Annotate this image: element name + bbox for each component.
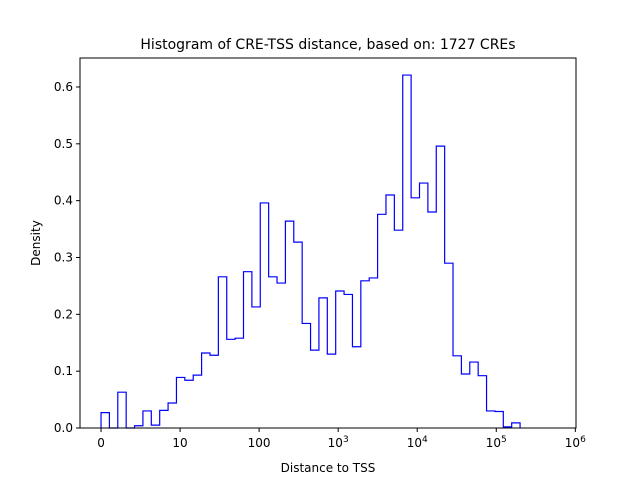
y-tick-label: 0.5 (54, 137, 73, 151)
y-tick-label: 0.4 (54, 194, 73, 208)
y-tick-label: 0.6 (54, 80, 73, 94)
histogram-step-line (100, 74, 521, 429)
x-tick-label: 104 (407, 435, 428, 450)
x-axis-label: Distance to TSS (281, 461, 376, 475)
axis-ticks: 0 10 100 103 104 105 106 0.0 0.1 0.2 0.3 0.4 0.5 0.6 (54, 80, 586, 450)
x-tick-label: 100 (248, 436, 271, 450)
x-tick-label: 0 (97, 436, 105, 450)
y-tick-label: 0.1 (54, 364, 73, 378)
y-tick-label: 0.0 (54, 421, 73, 435)
y-axis-label: Density (29, 220, 43, 266)
x-tick-label: 103 (328, 435, 349, 450)
x-tick-label: 106 (565, 435, 586, 450)
x-tick-label: 10 (172, 436, 187, 450)
x-tick-label: 105 (486, 435, 507, 450)
chart-title: Histogram of CRE-TSS distance, based on:… (140, 37, 515, 53)
plot-frame (79, 57, 577, 429)
y-tick-label: 0.3 (54, 250, 73, 264)
y-tick-label: 0.2 (54, 307, 73, 321)
